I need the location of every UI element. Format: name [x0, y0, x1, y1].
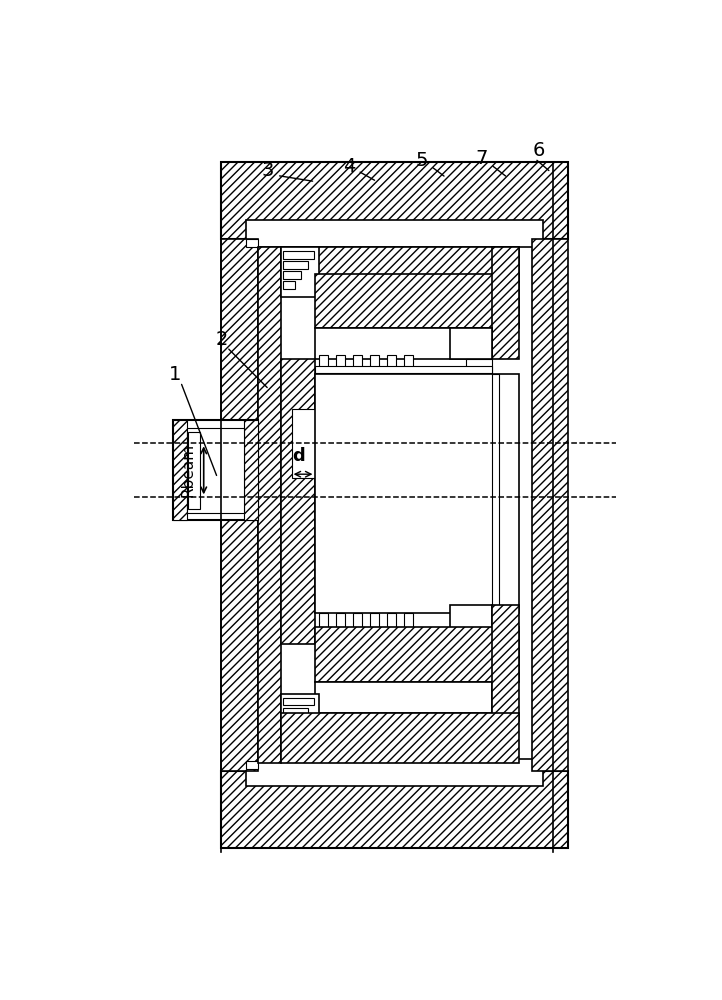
Text: 3: 3	[261, 161, 274, 180]
Bar	[316, 374, 519, 613]
Bar	[283, 261, 308, 269]
Text: d: d	[292, 447, 305, 465]
Bar	[316, 366, 492, 373]
Bar	[477, 651, 492, 663]
Bar	[283, 708, 308, 716]
Bar	[222, 239, 258, 771]
Text: 1: 1	[169, 365, 181, 384]
Bar	[404, 355, 413, 369]
Text: Rbeam: Rbeam	[180, 443, 196, 497]
Bar	[281, 694, 319, 751]
Bar	[258, 247, 281, 763]
Bar	[387, 613, 396, 627]
Bar	[316, 274, 519, 328]
Text: 4: 4	[343, 157, 355, 176]
Bar	[246, 761, 258, 769]
Text: 6: 6	[532, 141, 545, 160]
Bar	[222, 162, 568, 239]
Text: 7: 7	[476, 149, 488, 168]
Bar	[466, 359, 492, 374]
Bar	[283, 251, 314, 259]
Bar	[283, 730, 295, 738]
Bar	[492, 247, 519, 359]
Bar	[283, 271, 302, 279]
Bar	[353, 613, 362, 627]
Bar	[316, 328, 492, 359]
Bar	[246, 220, 543, 247]
Bar	[316, 627, 519, 682]
Bar	[531, 239, 568, 771]
Bar	[477, 374, 492, 386]
Bar	[246, 239, 258, 247]
Bar	[246, 759, 543, 786]
Bar	[173, 420, 187, 520]
Bar	[353, 355, 362, 369]
Text: 2: 2	[215, 330, 227, 349]
Bar	[492, 374, 499, 613]
Bar	[336, 613, 345, 627]
Bar	[281, 247, 519, 282]
Bar	[283, 698, 314, 705]
Bar	[187, 428, 244, 513]
Bar	[450, 605, 492, 636]
Bar	[222, 771, 568, 848]
Bar	[283, 281, 295, 289]
Bar	[370, 355, 379, 369]
Bar	[281, 247, 319, 297]
Bar	[188, 432, 200, 509]
Bar	[492, 605, 519, 721]
Bar	[387, 355, 396, 369]
Bar	[336, 355, 345, 369]
Bar	[244, 420, 258, 520]
Bar	[281, 713, 519, 763]
Bar	[466, 636, 492, 651]
Bar	[283, 719, 302, 727]
Bar	[281, 359, 316, 644]
Bar	[316, 682, 492, 713]
Bar	[370, 613, 379, 627]
Bar	[292, 409, 316, 478]
Bar	[404, 613, 413, 627]
Text: 5: 5	[415, 151, 428, 170]
Bar	[173, 420, 258, 520]
Bar	[450, 328, 492, 359]
Bar	[319, 355, 329, 369]
Bar	[319, 613, 329, 627]
